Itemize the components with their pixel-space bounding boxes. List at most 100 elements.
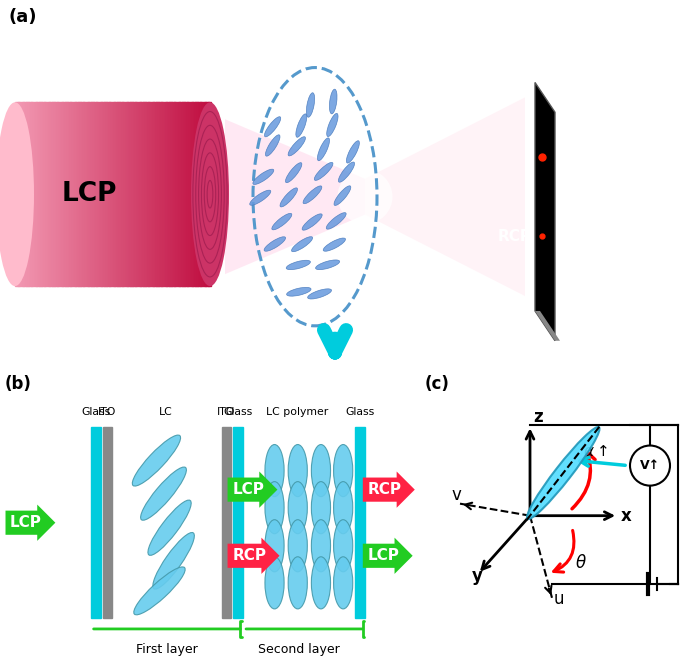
Ellipse shape [334,557,353,609]
Ellipse shape [338,162,354,182]
Bar [146,102,148,286]
Bar [120,102,122,286]
Bar [69,102,71,286]
Bar [160,102,162,286]
Bar [150,102,152,286]
Ellipse shape [253,169,274,184]
Bar [85,102,87,286]
Ellipse shape [334,482,353,534]
Bar [118,102,120,286]
Bar [109,102,111,286]
Text: LCP: LCP [368,548,399,564]
Bar [189,102,191,286]
Ellipse shape [307,289,332,299]
Bar [174,102,176,286]
Bar [194,102,196,286]
Bar [103,102,105,286]
Ellipse shape [312,557,330,609]
Bar [104,102,106,286]
Bar [72,102,74,286]
Ellipse shape [326,213,346,229]
Text: $\theta$: $\theta$ [575,554,587,572]
Ellipse shape [191,102,229,286]
Bar [158,102,160,286]
Text: LC polymer: LC polymer [266,407,328,417]
Polygon shape [225,119,365,274]
Bar [134,102,136,286]
Bar [122,102,125,286]
Bar [209,102,211,286]
Text: v: v [452,485,462,504]
Ellipse shape [334,445,353,497]
Bar [135,102,137,286]
Bar [75,102,77,286]
Text: Glass: Glass [81,407,111,417]
Bar [119,102,121,286]
Bar [90,102,92,286]
Ellipse shape [317,138,330,161]
Bar [173,102,175,286]
Text: RCP: RCP [498,229,532,244]
Text: LCP: LCP [62,181,117,207]
Ellipse shape [265,482,284,534]
Text: Glass: Glass [346,407,375,417]
Bar [113,102,115,286]
Bar [29,102,32,286]
Text: u: u [554,590,564,608]
Ellipse shape [330,89,337,114]
Bar [28,102,30,286]
Ellipse shape [312,445,330,497]
Bar [94,102,97,286]
Bar [62,102,64,286]
Bar [33,102,35,286]
Ellipse shape [288,520,307,572]
Bar [46,102,48,286]
Bar [145,102,147,286]
Bar [127,102,130,286]
Bar [91,428,101,618]
Bar [82,102,84,286]
Text: ITO: ITO [98,407,116,417]
Bar [36,102,38,286]
Ellipse shape [312,520,330,572]
Bar [204,102,206,286]
Ellipse shape [314,163,333,180]
Bar [70,102,72,286]
Bar [108,102,110,286]
Ellipse shape [296,114,307,137]
Bar [74,102,76,286]
Bar [55,102,57,286]
Bar [130,102,132,286]
Polygon shape [365,97,525,296]
Bar [64,102,66,286]
Text: y: y [472,567,483,585]
Ellipse shape [265,134,280,156]
Bar [44,102,46,286]
Text: V↑: V↑ [640,459,660,472]
Bar [15,102,17,286]
Bar [200,102,202,286]
Bar [43,102,45,286]
Ellipse shape [265,445,284,497]
Bar [18,102,20,286]
Bar [25,102,27,286]
Text: z: z [533,409,542,426]
Bar [111,102,113,286]
Bar [116,102,118,286]
Text: LCP: LCP [10,515,42,530]
Ellipse shape [286,163,302,182]
Bar [161,102,163,286]
Text: LC: LC [159,407,172,417]
Ellipse shape [153,533,195,589]
Bar [98,102,100,286]
Bar [183,102,185,286]
Text: Second layer: Second layer [258,643,340,656]
Ellipse shape [286,287,311,296]
Bar [87,102,89,286]
Bar [23,102,25,286]
Ellipse shape [346,141,359,163]
Bar [356,428,365,618]
Text: (c): (c) [425,375,450,394]
Bar [163,102,165,286]
Bar [171,102,173,286]
